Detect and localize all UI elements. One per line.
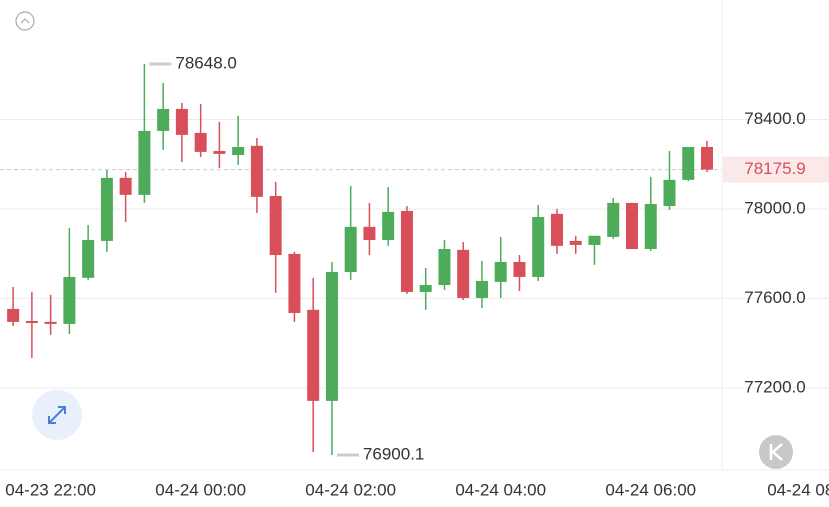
y-tick-label: 77200.0 — [744, 377, 805, 396]
y-tick-label: 78000.0 — [744, 198, 805, 217]
candle-body — [682, 146, 695, 180]
candle-body — [382, 211, 395, 241]
candle-body — [100, 177, 113, 241]
candle-body — [700, 146, 713, 170]
high-marker-label: 78648.0 — [175, 53, 236, 72]
candle-body — [625, 202, 638, 249]
candle-body — [607, 202, 620, 237]
kline-button[interactable] — [759, 435, 793, 469]
candle-body — [232, 146, 245, 156]
expand-button[interactable] — [32, 390, 82, 440]
last-price-label: 78175.9 — [744, 159, 805, 178]
candle-body — [138, 130, 151, 195]
last-price-box — [723, 156, 829, 183]
candle-body — [213, 150, 226, 154]
low-marker-label: 76900.1 — [363, 444, 424, 463]
candle-body — [644, 204, 657, 249]
candle-body — [588, 235, 601, 245]
candle-body — [457, 249, 470, 298]
candle-body — [307, 309, 320, 401]
candle-body — [250, 145, 263, 197]
candle-body — [494, 261, 507, 282]
candle-body — [363, 226, 376, 241]
candle-body — [7, 308, 20, 322]
y-tick-label: 77600.0 — [744, 288, 805, 307]
x-tick-label: 04-23 22:00 — [5, 480, 96, 499]
candle-body — [569, 240, 582, 245]
x-tick-label: 04-24 08 — [767, 480, 829, 499]
candle-body — [325, 272, 338, 401]
candle-body — [419, 284, 432, 292]
candle-body — [513, 261, 526, 277]
candle-body — [82, 240, 95, 278]
candle-body — [25, 321, 38, 324]
candle-body — [269, 195, 282, 256]
x-tick-label: 04-24 02:00 — [305, 480, 396, 499]
candle-body — [663, 179, 676, 207]
x-tick-label: 04-24 06:00 — [605, 480, 696, 499]
candle-body — [194, 132, 207, 152]
candle-body — [532, 216, 545, 277]
collapse-button[interactable] — [15, 11, 35, 31]
candle-body — [344, 226, 357, 273]
candle-body — [63, 276, 76, 324]
y-tick-label: 78400.0 — [744, 109, 805, 128]
candle-body — [175, 108, 188, 135]
x-tick-label: 04-24 04:00 — [455, 480, 546, 499]
candle-body — [550, 213, 563, 246]
candle-body — [288, 253, 301, 313]
candle-body — [157, 108, 170, 131]
candle-body — [438, 248, 451, 285]
candle-body — [475, 280, 488, 298]
candle-body — [119, 177, 132, 195]
candle-body — [44, 321, 57, 324]
x-tick-label: 04-24 00:00 — [155, 480, 246, 499]
candle-body — [400, 210, 413, 292]
